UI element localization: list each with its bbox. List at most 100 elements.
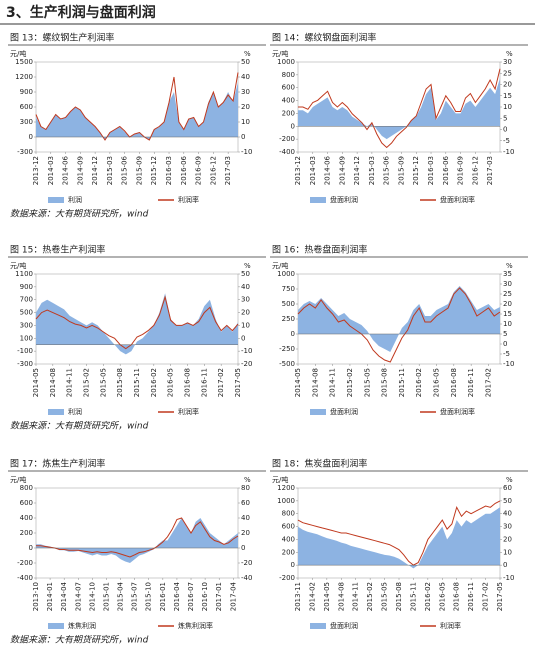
- y-tick-label: 100: [20, 334, 33, 342]
- profit-area: [298, 78, 500, 140]
- y2-tick-label: 0: [503, 340, 507, 348]
- y-tick-label: 900: [20, 283, 33, 291]
- x-tick-label: 2015-12: [150, 156, 158, 185]
- legend-swatch: [310, 623, 326, 629]
- y-tick-label: 1500: [15, 58, 33, 66]
- y2-tick-label: -10: [503, 148, 514, 156]
- y2-tick-label: 40: [241, 283, 250, 291]
- rate-line: [298, 68, 501, 149]
- y2-tick-label: 50: [503, 497, 512, 505]
- y2-tick-label: 25: [503, 290, 512, 298]
- x-tick-label: 2017-03: [224, 156, 232, 185]
- y-tick-label: 900: [20, 88, 33, 96]
- y2-tick-label: 30: [241, 88, 250, 96]
- x-tick-label: 2017-05: [496, 582, 504, 611]
- x-tick-label: 2014-02: [308, 582, 316, 611]
- x-tick-label: 2014-09: [338, 156, 346, 185]
- x-tick-label: 2017-02: [482, 582, 490, 611]
- profit-area: [36, 518, 238, 563]
- x-tick-label: 2016-10: [201, 582, 209, 611]
- x-tick-label: 2016-05: [438, 582, 446, 611]
- y2-tick-label: 50: [241, 58, 250, 66]
- legend-label: 炼焦利润: [68, 621, 96, 630]
- x-tick-label: 2016-12: [209, 156, 217, 185]
- x-tick-label: 2016-09: [195, 156, 203, 185]
- x-tick-label: 2013-10: [32, 582, 40, 611]
- y-tick-label: 800: [282, 510, 295, 518]
- legend-label: 利润率: [440, 621, 461, 630]
- x-tick-label: 2017-02: [484, 368, 492, 397]
- y-tick-label: 200: [282, 109, 295, 117]
- y-tick-label: 600: [20, 103, 33, 111]
- x-tick-label: 2016-12: [471, 156, 479, 185]
- profit-area: [36, 82, 238, 140]
- x-tick-label: 2014-11: [329, 368, 337, 397]
- x-tick-label: 2015-07: [131, 582, 139, 611]
- y2-tick-label: -20: [241, 559, 252, 567]
- x-tick-label: 2014-07: [74, 582, 82, 611]
- legend-label: 利润率: [178, 407, 199, 416]
- y2-tick-label: 20: [503, 81, 512, 89]
- y2-tick-label: 60: [503, 484, 512, 492]
- y-tick-label: -300: [17, 360, 33, 368]
- y2-tick-label: 40: [241, 73, 250, 81]
- y2-tick-label: -10: [503, 360, 514, 368]
- x-tick-label: 2014-08: [311, 368, 319, 397]
- y-tick-label: 200: [282, 548, 295, 556]
- profit-area: [298, 507, 500, 569]
- y2-tick-label: 10: [503, 103, 512, 111]
- y2-tick-label: 30: [503, 280, 512, 288]
- x-tick-label: 2014-03: [309, 156, 317, 185]
- rate-line: [297, 287, 501, 363]
- x-tick-label: 2016-02: [424, 582, 432, 611]
- x-tick-label: 2014-05: [294, 368, 302, 397]
- x-tick-label: 2015-08: [381, 368, 389, 397]
- y-tick-label: -200: [17, 559, 33, 567]
- y-tick-label: 600: [282, 84, 295, 92]
- x-tick-label: 2016-03: [165, 156, 173, 185]
- y2-tick-label: -10: [503, 574, 514, 582]
- y2-unit: %: [244, 262, 251, 270]
- y2-tick-label: 20: [241, 529, 250, 537]
- rate-line: [36, 517, 239, 558]
- y2-tick-label: 15: [503, 92, 512, 100]
- y-tick-label: -200: [279, 135, 295, 143]
- y2-tick-label: 30: [241, 296, 250, 304]
- x-tick-label: 2013-12: [294, 156, 302, 185]
- y2-tick-label: 0: [241, 133, 245, 141]
- y-tick-label: -250: [279, 345, 295, 353]
- x-tick-label: 2015-11: [409, 582, 417, 611]
- y-tick-label: 300: [20, 118, 33, 126]
- x-tick-label: 2016-05: [167, 368, 175, 397]
- y-tick-label: 1200: [277, 484, 295, 492]
- y2-tick-label: 10: [503, 548, 512, 556]
- y2-tick-label: 10: [503, 320, 512, 328]
- x-tick-label: 2015-03: [368, 156, 376, 185]
- x-tick-label: 2013-11: [294, 582, 302, 611]
- y2-tick-label: 60: [241, 499, 250, 507]
- chart-title: 图 15：热卷生产利润率: [10, 244, 105, 256]
- y-unit: 元/吨: [272, 49, 288, 58]
- legend-swatch: [48, 623, 64, 629]
- x-tick-label: 2015-08: [116, 368, 124, 397]
- y-tick-label: 0: [29, 544, 33, 552]
- y-tick-label: 800: [282, 71, 295, 79]
- chart-title: 图 18：焦炭盘面利润率: [272, 458, 367, 470]
- y-tick-label: 1000: [277, 270, 295, 278]
- x-tick-label: 2014-03: [47, 156, 55, 185]
- x-tick-label: 2014-09: [76, 156, 84, 185]
- y-tick-label: 250: [282, 315, 295, 323]
- legend-label: 利润率: [178, 195, 199, 204]
- legend-label: 利润: [68, 407, 82, 416]
- y2-tick-label: -10: [241, 148, 252, 156]
- legend-swatch: [48, 197, 64, 203]
- x-tick-label: 2015-11: [133, 368, 141, 397]
- x-tick-label: 2016-03: [427, 156, 435, 185]
- x-tick-label: 2015-01: [102, 582, 110, 611]
- y-tick-label: 1000: [277, 497, 295, 505]
- x-tick-label: 2015-02: [366, 582, 374, 611]
- x-tick-label: 2017-03: [486, 156, 494, 185]
- x-tick-label: 2015-09: [397, 156, 405, 185]
- x-tick-label: 2015-02: [346, 368, 354, 397]
- legend-label: 炼焦利润率: [178, 621, 213, 630]
